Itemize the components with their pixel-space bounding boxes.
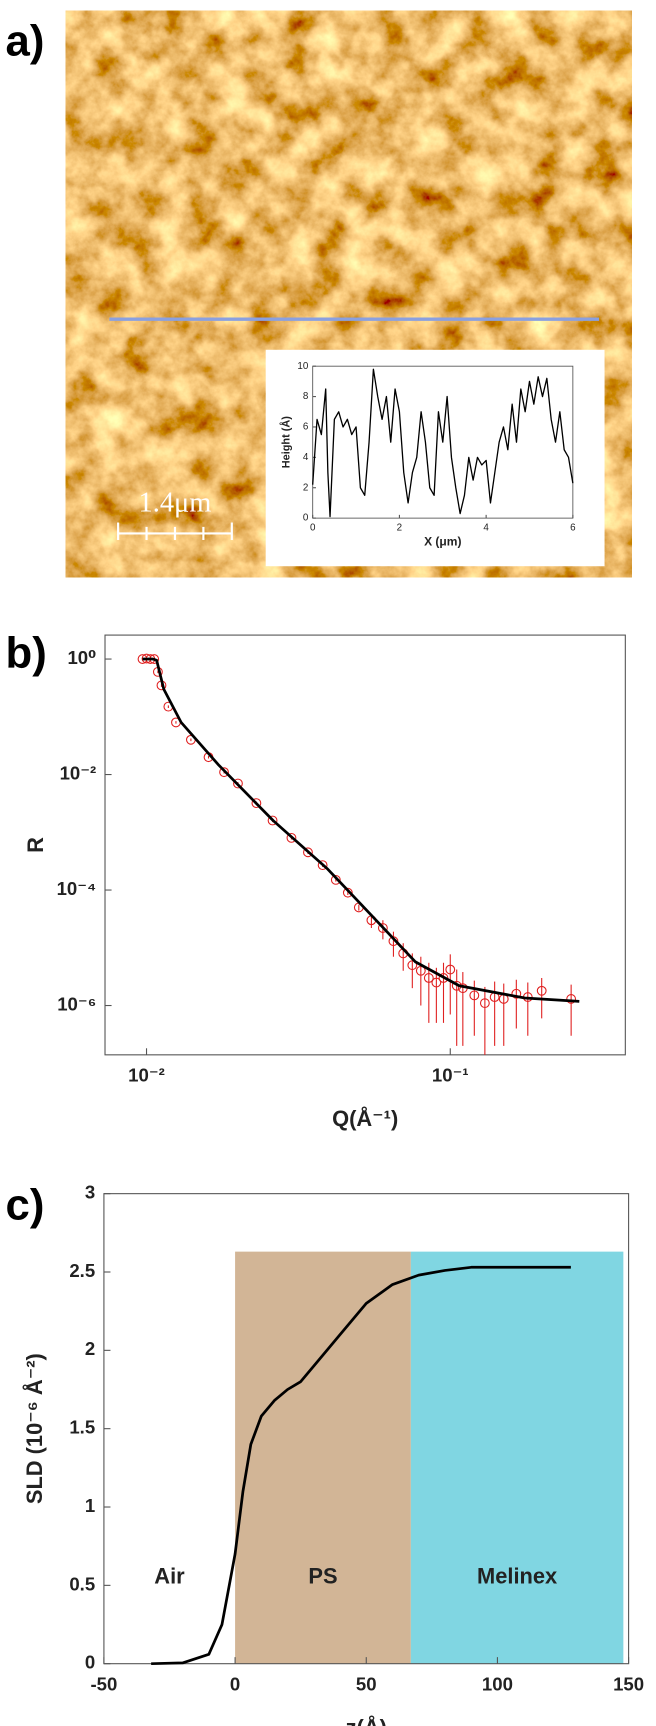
plot-area: [151, 1265, 571, 1666]
y-tick-label: 2: [85, 1338, 95, 1359]
data-point: [511, 988, 522, 999]
data-point: [377, 923, 388, 933]
x-tick-label: 2: [397, 523, 402, 534]
data-point: [219, 767, 229, 778]
data-point: [431, 977, 442, 988]
x-tick-label: 0: [230, 1673, 240, 1694]
line: [142, 657, 580, 1003]
y-tick-label: 0.5: [69, 1573, 95, 1594]
plot-area: [137, 653, 580, 1055]
data-point: [330, 874, 341, 885]
y-tick-label: 4: [303, 452, 309, 463]
panel-label: a): [6, 16, 45, 65]
x-tick-label: 150: [613, 1673, 644, 1694]
data-point: [445, 964, 456, 975]
line: [151, 1265, 571, 1666]
data-point: [233, 778, 243, 789]
data-point: [342, 887, 353, 898]
x-tick-label: -50: [90, 1673, 117, 1694]
y-tick-label: 2.5: [69, 1260, 95, 1281]
y-axis-title: Height (Å): [279, 416, 292, 469]
data-point: [267, 815, 278, 826]
x-tick-label: 50: [356, 1673, 377, 1694]
x-tick-label: 6: [570, 523, 576, 534]
data-point: [536, 985, 547, 996]
region-label: PS: [308, 1563, 337, 1588]
data-point: [415, 965, 426, 976]
data-point: [317, 860, 328, 871]
y-tick-label: 10⁻²: [60, 762, 97, 783]
data-point: [469, 990, 480, 1001]
y-tick-label: 6: [303, 422, 309, 433]
y-tick-label: 10: [297, 361, 308, 372]
x-axis-title: Q(Å⁻¹): [332, 1105, 398, 1131]
plot-area: [312, 368, 574, 518]
data-point: [407, 960, 418, 971]
x-axis-title: X (μm): [424, 534, 461, 548]
line: [312, 368, 574, 518]
x-tick-label: 0: [310, 523, 316, 534]
scale-bar: [117, 522, 233, 540]
data-point: [286, 832, 297, 843]
plot-frame: [312, 365, 574, 519]
data-point: [438, 973, 449, 983]
scale-bar-label: 1.4μm: [139, 488, 212, 519]
region: [235, 1251, 411, 1664]
y-axis-title: SLD (10⁻⁶ Å⁻²): [21, 1353, 47, 1504]
panel-label: b): [6, 628, 47, 677]
y-tick-label: 1.5: [69, 1417, 95, 1438]
x-tick-label: 10⁻¹: [432, 1065, 469, 1086]
x-axis-title: z(Å): [346, 1714, 387, 1726]
annotation: Air: [154, 1563, 185, 1588]
x-tick-label: 4: [483, 523, 489, 534]
y-tick-label: 3: [85, 1182, 95, 1203]
region: [410, 1251, 624, 1664]
data-point: [303, 847, 313, 858]
data-point: [479, 998, 490, 1009]
y-tick-label: 0: [85, 1652, 95, 1673]
y-tick-label: 10⁰: [67, 647, 96, 668]
y-tick-label: 1: [85, 1495, 95, 1516]
y-tick-label: 10⁻⁶: [57, 993, 96, 1014]
plot-frame: [104, 634, 626, 1056]
x-tick-label: 10⁻²: [128, 1065, 165, 1086]
region-label: Melinex: [477, 1563, 557, 1588]
y-axis-title: R: [23, 837, 48, 853]
data-point: [251, 798, 262, 809]
y-tick-label: 0: [303, 513, 309, 524]
y-tick-label: 8: [303, 391, 309, 402]
x-tick-label: 100: [482, 1673, 513, 1694]
panel-label: c): [6, 1180, 45, 1229]
data-point: [566, 994, 577, 1004]
data-point: [423, 973, 434, 983]
y-tick-label: 10⁻⁴: [57, 878, 97, 899]
y-tick-label: 2: [303, 482, 308, 493]
